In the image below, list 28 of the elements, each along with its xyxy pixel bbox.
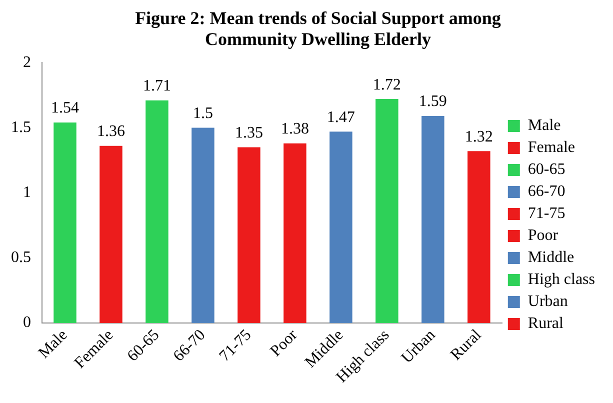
data-label: 1.59 (418, 93, 447, 110)
legend-label: 66-70 (528, 183, 566, 200)
legend-label: Male (528, 117, 561, 134)
legend-label: 71-75 (528, 205, 566, 222)
y-tick-label: 1.5 (11, 118, 31, 136)
legend-label: Poor (528, 227, 559, 244)
data-label: 1.32 (464, 128, 493, 146)
x-tick-label: Male (36, 326, 71, 362)
legend-label: Rural (528, 315, 564, 332)
chart-title: Figure 2: Mean trends of Social Support among Community Dwelling Elderly (134, 8, 502, 50)
legend-label: 60-65 (528, 161, 566, 178)
legend-label: Urban (528, 293, 568, 310)
data-label: 1.72 (372, 76, 401, 94)
data-label: 1.38 (280, 120, 309, 138)
y-tick-label: 0.5 (11, 249, 31, 266)
legend-label: Female (528, 139, 575, 156)
data-label: 1.5 (192, 104, 213, 122)
y-tick-label: 0 (23, 314, 31, 332)
y-tick-label: 2 (23, 54, 31, 71)
data-label: 1.71 (142, 78, 171, 95)
x-tick-label: Poor (267, 326, 302, 360)
legend-label: High class (528, 271, 596, 288)
legend-label: Middle (528, 249, 574, 266)
data-label: 1.47 (326, 108, 355, 126)
y-tick-label: 1 (23, 184, 31, 201)
data-label: 1.35 (234, 124, 263, 142)
data-label: 1.54 (50, 100, 79, 117)
data-label: 1.36 (96, 123, 125, 140)
